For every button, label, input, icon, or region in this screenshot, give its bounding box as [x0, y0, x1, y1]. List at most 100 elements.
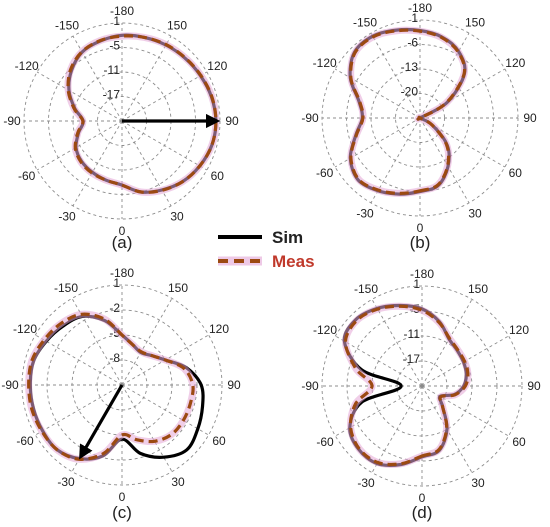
angle-tick-label: 0 [419, 491, 426, 505]
angle-tick-label: 30 [171, 475, 185, 489]
angle-tick-label: -90 [301, 111, 319, 125]
grid-spoke [121, 35, 172, 122]
angle-tick-label: -150 [354, 282, 378, 296]
angle-tick-label: 60 [512, 435, 526, 449]
polar-chart-d: -180-150-120-90-60-3003060901201501-5-11… [301, 267, 541, 522]
angle-tick-label: -150 [54, 281, 78, 295]
series-meas-line [349, 28, 467, 196]
angle-tick-label: 150 [465, 16, 485, 30]
angle-tick-label: -150 [55, 19, 79, 33]
angle-tick-label: -30 [57, 475, 75, 489]
grid-spoke [371, 299, 423, 387]
angle-tick-label: 120 [509, 323, 529, 337]
angle-tick-label: -30 [357, 476, 375, 490]
angle-tick-label: 60 [211, 169, 225, 183]
grid-spoke [371, 385, 423, 473]
angle-tick-label: -60 [16, 434, 34, 448]
radial-tick-label: -6 [407, 36, 418, 50]
grid-spoke [421, 299, 473, 387]
radial-tick-label: 1 [413, 277, 420, 291]
angle-tick-label: 120 [209, 322, 229, 336]
grid-spoke [334, 117, 421, 168]
radial-tick-label: -2 [109, 301, 120, 315]
angle-tick-label: -60 [316, 435, 334, 449]
series-meas-line [27, 312, 195, 461]
angle-tick-label: -180 [110, 266, 134, 280]
angle-tick-label: -120 [313, 323, 337, 337]
grid-spoke [121, 71, 208, 122]
angle-tick-label: 150 [168, 281, 188, 295]
angle-tick-label: 0 [119, 490, 126, 504]
grid-spoke [35, 384, 123, 436]
grid-spoke [370, 32, 421, 119]
radial-tick-label: 1 [411, 11, 418, 25]
grid-spoke [36, 120, 123, 171]
angle-tick-label: -90 [1, 378, 19, 392]
angle-tick-label: 30 [468, 206, 482, 220]
angle-tick-label: -180 [410, 267, 434, 281]
radial-tick-label: -5 [109, 39, 120, 53]
grid-spoke [121, 384, 173, 472]
radial-tick-label: -11 [104, 63, 121, 77]
angle-tick-label: -180 [110, 4, 134, 18]
grid-spoke [419, 68, 506, 119]
angle-tick-label: 90 [225, 114, 239, 128]
angle-tick-label: 90 [227, 378, 241, 392]
polar-chart-a: -180 -150 -120 -90 -60 -30 0 30 60 90 120 150 1 -5 -11… [3, 4, 239, 252]
panel-caption: (d) [412, 503, 433, 522]
legend: Sim Meas [218, 228, 315, 271]
grid-spoke [335, 335, 423, 387]
legend-sim-label: Sim [272, 228, 303, 247]
grid-spoke [71, 298, 123, 386]
radial-tick-label: -17 [103, 88, 121, 102]
angle-tick-label: -60 [316, 166, 334, 180]
polar-grid [21, 284, 223, 486]
angle-tick-label: 150 [167, 19, 187, 33]
angle-tick-label: -120 [313, 56, 337, 70]
grid-spoke [419, 117, 506, 168]
angle-tick-label: -120 [15, 59, 39, 73]
max-direction-arrow [79, 384, 124, 460]
angle-tick-label: -30 [58, 209, 76, 223]
angle-tick-label: -90 [3, 114, 21, 128]
radial-tick-label: -17 [403, 352, 421, 366]
series-meas-glow [347, 26, 469, 197]
angle-tick-label: -180 [408, 1, 432, 15]
grid-spoke [36, 71, 123, 122]
grid-spoke [421, 385, 509, 437]
legend-meas-label: Meas [272, 252, 315, 271]
radial-tick-label: -13 [401, 60, 419, 74]
angle-tick-label: -120 [13, 322, 37, 336]
grid-spoke [121, 384, 209, 436]
series-meas-glow [64, 32, 220, 196]
radial-tick-label: -20 [401, 85, 419, 99]
grid-spoke [370, 117, 421, 204]
grid-spoke [334, 68, 421, 119]
series-meas-line [343, 304, 470, 467]
panel-caption: (b) [410, 233, 431, 252]
grid-spoke [35, 334, 123, 386]
angle-tick-label: -30 [356, 206, 374, 220]
radial-tick-label: -8 [109, 351, 120, 365]
grid-spoke [72, 35, 123, 122]
panel-caption: (c) [112, 503, 132, 522]
angle-tick-label: 60 [212, 434, 226, 448]
angle-tick-label: -150 [353, 16, 377, 30]
polar-chart-b: -180 -150 -120 -90 -60 -30 0 30 60 90 120 150 1 -6 -13… [301, 1, 537, 252]
angle-tick-label: 60 [509, 166, 523, 180]
grid-spoke [419, 117, 470, 204]
angle-tick-label: 90 [523, 111, 537, 125]
radial-tick-label: 1 [113, 276, 120, 290]
angle-tick-label: 30 [170, 209, 184, 223]
grid-ring [321, 285, 523, 487]
angle-tick-label: 150 [468, 282, 488, 296]
polar-chart-c: -180 -150 -120 -90 -60 -30 0 30 60 90 120 150 1 -2 -5 -… [1, 266, 241, 522]
grid-spoke [121, 120, 208, 171]
radial-tick-label: 1 [113, 14, 120, 28]
radial-tick-label: -5 [109, 326, 120, 340]
angle-tick-label: 0 [417, 221, 424, 235]
grid-spoke [121, 298, 173, 386]
grid-spoke [419, 32, 470, 119]
angle-tick-label: 0 [119, 224, 126, 238]
